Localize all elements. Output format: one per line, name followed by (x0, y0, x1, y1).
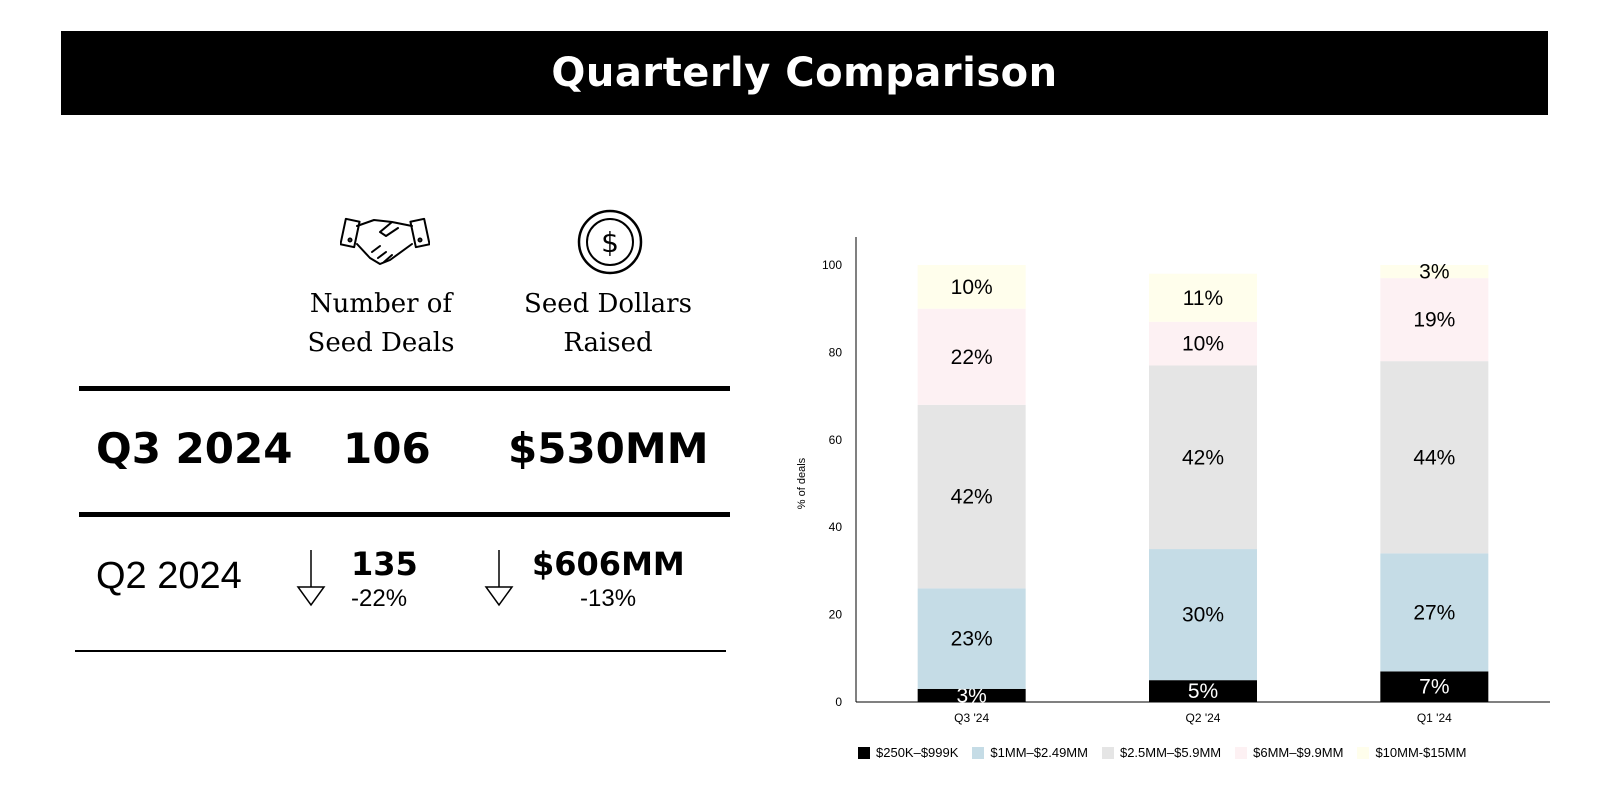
legend-item: $250K–$999K (858, 745, 958, 760)
handshake-icon (340, 217, 430, 265)
bar-segment-label: 30% (1182, 604, 1224, 627)
current-dollars-value: $530MM (508, 424, 709, 473)
bar-segment (917, 265, 1026, 309)
bar-segment (1149, 680, 1257, 702)
bar-segment (1380, 361, 1489, 554)
chart-legend: $250K–$999K $1MM–$2.49MM $2.5MM–$5.9MM $6MM… (858, 745, 1480, 760)
bar-segment (917, 588, 1026, 689)
legend-label: $2.5MM–$5.9MM (1119, 745, 1222, 760)
legend-item: $2.5MM–$5.9MM (1101, 745, 1222, 760)
header-seed-dollars: Seed Dollars Raised (498, 285, 718, 363)
bar-segment (1380, 671, 1489, 702)
legend-label: $250K–$999K (876, 745, 959, 760)
previous-deals-change: -22% (351, 585, 408, 612)
deal-size-stacked-bar-chart: 0 20 40 60 80 100 % of deals 3% 23% 42% 22% 10% Q3 '… (796, 237, 1550, 725)
bar-segment (1380, 278, 1489, 362)
bar-segment (1149, 549, 1257, 681)
header-seed-deals-line2: Seed Deals (307, 328, 455, 358)
bar-segment-label: 3% (956, 684, 986, 707)
legend-swatch (1101, 746, 1114, 759)
bar-segment-label: 7% (1419, 676, 1449, 699)
previous-deals-value: 135 (351, 545, 418, 583)
bar-segment-label: 11% (1183, 287, 1223, 310)
y-tick-label: 80 (829, 345, 843, 359)
bar-segment-label: 23% (951, 628, 993, 651)
x-tick-label: Q2 '24 (1186, 711, 1221, 725)
y-axis-label: % of deals (796, 457, 808, 509)
down-arrow-icon (484, 550, 514, 607)
header-seed-dollars-line2: Raised (563, 328, 653, 358)
table-bottom-rule (75, 650, 726, 652)
y-tick-label: 60 (829, 433, 843, 447)
current-quarter-label: Q3 2024 (96, 424, 293, 473)
header-seed-deals: Number of Seed Deals (271, 285, 491, 363)
header-seed-dollars-line1: Seed Dollars (524, 289, 692, 319)
bar-segment-label: 3% (1419, 261, 1449, 284)
bar-segment-label: 10% (951, 276, 993, 299)
header-seed-deals-line1: Number of (309, 289, 453, 319)
legend-label: $10MM-$15MM (1375, 745, 1467, 760)
y-tick-label: 100 (822, 258, 842, 272)
bar-segment (1149, 321, 1257, 366)
bar-segment (917, 308, 1026, 405)
page-title: Quarterly Comparison (551, 50, 1058, 96)
legend-swatch (1235, 746, 1248, 759)
bar-segment (1149, 365, 1257, 550)
legend-item: $10MM-$15MM (1357, 745, 1466, 760)
bar-segment (1380, 265, 1489, 279)
bar-segment-label: 42% (1182, 446, 1224, 469)
y-tick-label: 20 (829, 608, 843, 622)
current-deals-value: 106 (343, 424, 431, 473)
legend-label: $1MM–$2.49MM (990, 745, 1088, 760)
bar-segment-label: 19% (1413, 309, 1455, 332)
table-middle-rule (79, 512, 730, 517)
x-tick-label: Q3 '24 (954, 711, 989, 725)
y-tick-label: 0 (835, 695, 842, 709)
previous-dollars-change: -13% (580, 585, 637, 612)
dollar-coin-icon: $ (577, 209, 643, 275)
bar-segment-label: 10% (1182, 333, 1224, 356)
legend-item: $1MM–$2.49MM (972, 745, 1088, 760)
title-banner: Quarterly Comparison (61, 31, 1548, 115)
table-top-rule (79, 386, 730, 391)
y-tick-label: 40 (829, 520, 843, 534)
bar-segment (1149, 273, 1257, 322)
legend-label: $6MM–$9.9MM (1253, 745, 1344, 760)
bar-segment-label: 27% (1413, 601, 1455, 624)
bar-segment-label: 22% (951, 346, 993, 369)
bar-segment-label: 5% (1188, 680, 1218, 703)
previous-quarter-label: Q2 2024 (96, 555, 242, 597)
legend-swatch (972, 746, 985, 759)
down-arrow-icon (296, 550, 326, 607)
previous-dollars-value: $606MM (532, 545, 685, 583)
legend-swatch (858, 746, 870, 759)
bar-segment (917, 688, 1026, 702)
bar-segment (917, 404, 1026, 589)
legend-swatch (1357, 746, 1370, 759)
bar-segment-label: 42% (951, 486, 993, 509)
legend-item: $6MM–$9.9MM (1235, 745, 1343, 760)
svg-text:$: $ (601, 226, 619, 259)
bar-segment (1380, 553, 1489, 672)
bar-segment-label: 44% (1413, 446, 1455, 469)
x-tick-label: Q1 '24 (1417, 711, 1452, 725)
